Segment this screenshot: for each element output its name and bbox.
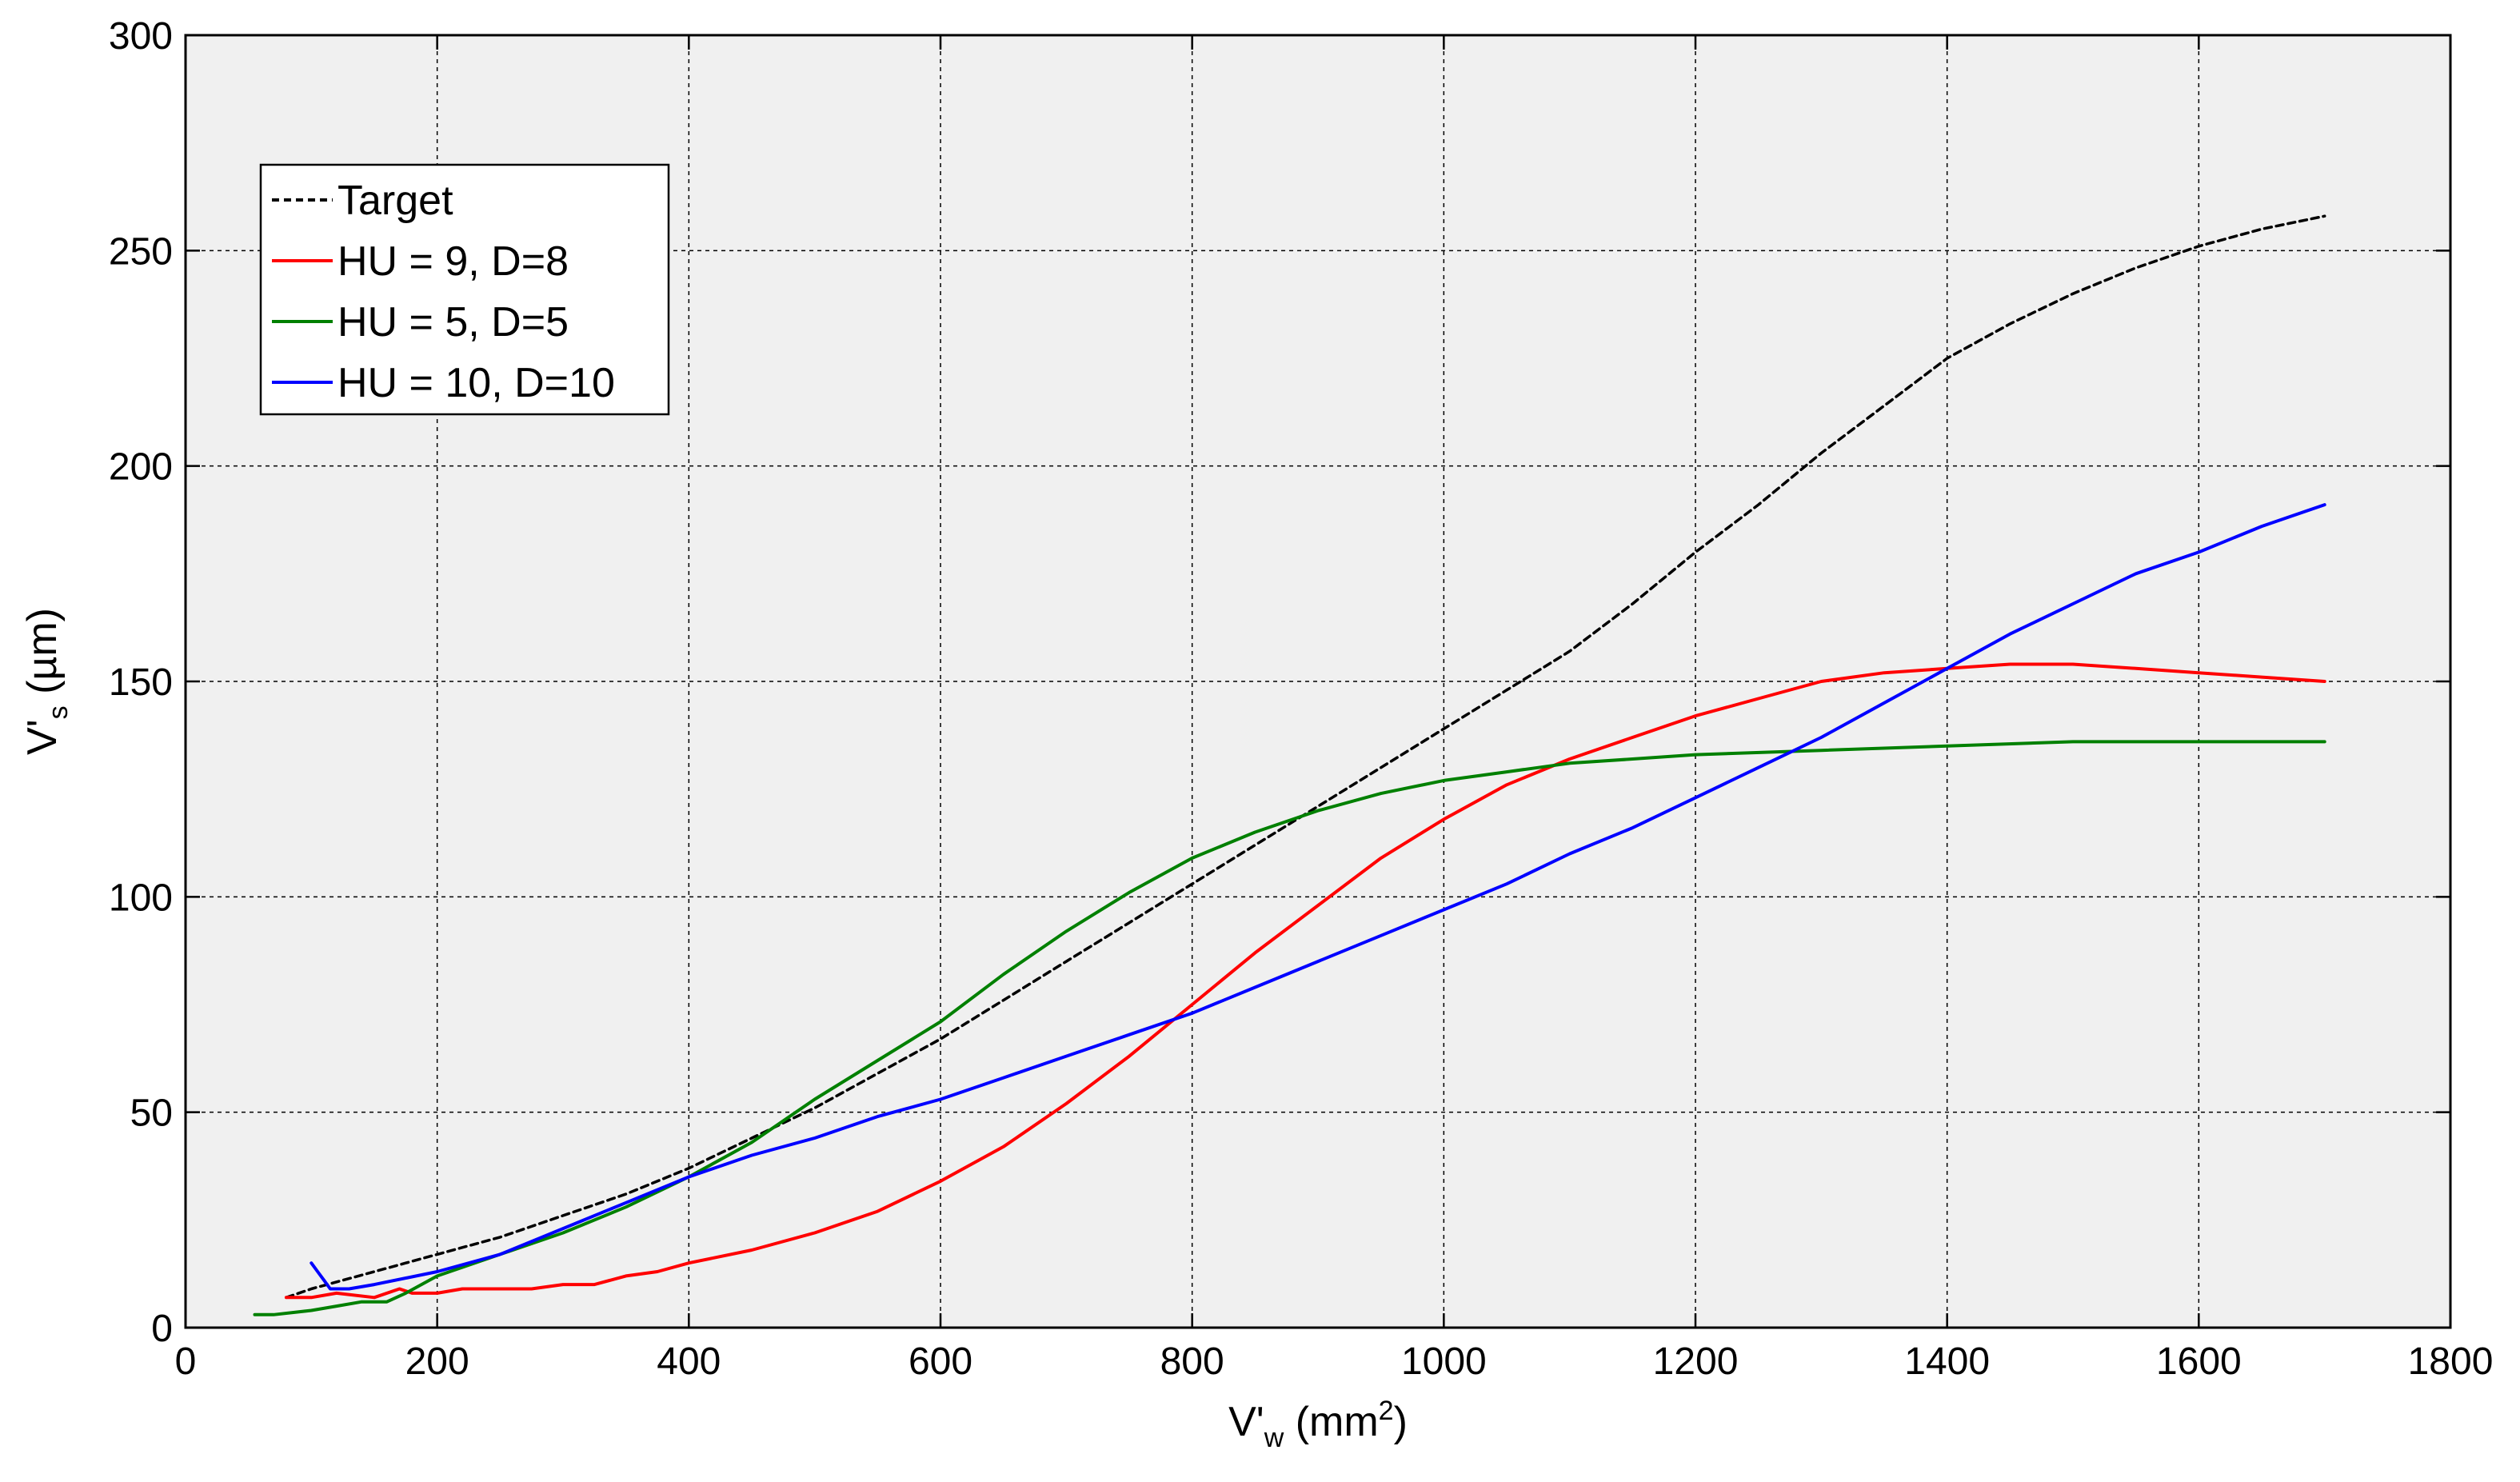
legend-label-0: Target bbox=[337, 178, 453, 224]
x-axis-title-sub: w bbox=[1264, 1423, 1284, 1453]
x-axis-title: V'w (mm2) bbox=[1228, 1396, 1408, 1453]
y-tick-label: 300 bbox=[109, 15, 173, 58]
legend-box bbox=[259, 163, 670, 416]
y-tick-label: 50 bbox=[130, 1093, 173, 1135]
legend-label-2: HU = 5, D=5 bbox=[337, 299, 569, 346]
x-tick-label: 200 bbox=[405, 1340, 469, 1383]
x-tick-label: 1200 bbox=[1653, 1340, 1739, 1383]
x-axis-title-main: V' bbox=[1228, 1399, 1264, 1445]
x-tick-label: 600 bbox=[909, 1340, 972, 1383]
x-tick-label: 800 bbox=[1160, 1340, 1224, 1383]
y-axis-title-unit: (µm) bbox=[19, 608, 66, 705]
series-line-2 bbox=[253, 740, 2326, 1316]
x-tick-label: 1800 bbox=[2408, 1340, 2494, 1383]
legend-label-3: HU = 10, D=10 bbox=[337, 360, 615, 406]
axis-ticks: 0 200 400 600 800 1000 1200 1400 1600 1800 0 50 100 1… bbox=[109, 15, 2493, 1383]
x-axis-title-unit-sup: 2 bbox=[1379, 1396, 1394, 1426]
x-tick-label: 1400 bbox=[1904, 1340, 1990, 1383]
y-axis-title-main: V' bbox=[19, 719, 66, 755]
x-tick-label: 400 bbox=[657, 1340, 721, 1383]
y-tick-label: 100 bbox=[109, 877, 173, 919]
x-tick-label: 0 bbox=[175, 1340, 197, 1383]
x-tick-label: 1600 bbox=[2156, 1340, 2242, 1383]
x-axis-title-unit-post: ) bbox=[1394, 1399, 1408, 1445]
y-tick-label: 200 bbox=[109, 446, 173, 489]
y-tick-label: 150 bbox=[109, 661, 173, 704]
y-axis-title-group: V's (µm) bbox=[19, 608, 74, 755]
y-axis-title-sub: s bbox=[43, 705, 74, 719]
y-tick-label: 0 bbox=[151, 1308, 173, 1350]
y-axis-title: V's (µm) bbox=[19, 608, 74, 755]
x-axis-title-unit-pre: (mm bbox=[1284, 1399, 1378, 1445]
y-tick-label: 250 bbox=[109, 230, 173, 273]
legend-label-1: HU = 9, D=8 bbox=[337, 238, 569, 285]
series-layer bbox=[253, 214, 2326, 1316]
series-line-3 bbox=[310, 503, 2326, 1291]
legend: Target HU = 9, D=8 HU = 5, D=5 HU = 10, D=1… bbox=[259, 163, 670, 416]
series-line-0 bbox=[285, 214, 2326, 1300]
x-tick-label: 1000 bbox=[1401, 1340, 1487, 1383]
series-line-1 bbox=[284, 662, 2326, 1300]
